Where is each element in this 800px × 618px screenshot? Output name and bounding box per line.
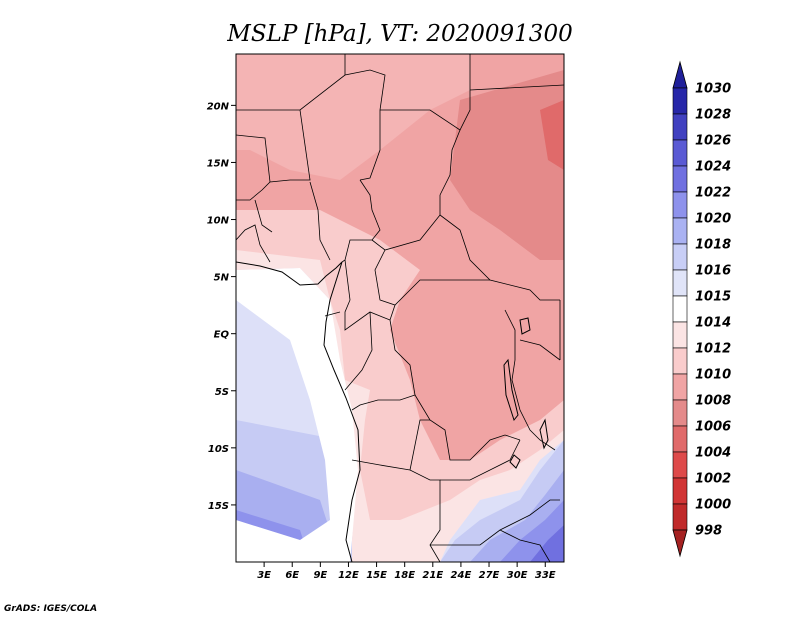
colorbar-segment	[672, 451, 688, 479]
lat-tick-label: 10N	[207, 216, 230, 227]
lon-tick-label: 12E	[338, 570, 359, 581]
lat-tick-label: 20N	[207, 101, 230, 112]
colorbar: 1030 1028 1026 1024 1022 1020 1018 1016 1015 1014…	[672, 60, 731, 558]
colorbar-label: 1015	[695, 290, 731, 305]
field-band-1008	[450, 70, 564, 260]
lon-tick-label: 18E	[394, 570, 415, 581]
colorbar-label: 1022	[695, 186, 731, 201]
lon-tick-label: 9E	[313, 570, 327, 581]
grads-credit: GrADS: IGES/COLA	[4, 604, 98, 614]
latitude-ticks: 20N 15N 10N 5N EQ 5S 10S 15S	[207, 101, 236, 512]
colorbar-label: 1020	[695, 212, 731, 227]
colorbar-label: 1028	[695, 108, 731, 123]
lon-tick-label: 24E	[451, 570, 472, 581]
lat-tick-label: 15N	[207, 158, 230, 169]
colorbar-label: 1002	[695, 472, 731, 487]
colorbar-label: 1018	[695, 238, 731, 253]
colorbar-label: 998	[695, 524, 722, 539]
colorbar-segment	[672, 347, 688, 375]
colorbar-label: 1030	[695, 82, 731, 97]
colorbar-segment	[672, 399, 688, 427]
pressure-field	[236, 54, 564, 562]
lat-tick-label: 5S	[215, 387, 229, 398]
colorbar-label: 1014	[695, 316, 731, 331]
lon-tick-label: 33E	[535, 570, 556, 581]
lon-tick-label: 3E	[257, 570, 271, 581]
colorbar-segment	[672, 269, 688, 297]
lon-tick-label: 15E	[366, 570, 387, 581]
lon-tick-label: 6E	[285, 570, 299, 581]
colorbar-segment	[672, 425, 688, 453]
colorbar-bottom-arrow	[672, 529, 688, 558]
colorbar-segment	[672, 217, 688, 245]
colorbar-segment	[672, 243, 688, 271]
lake-victoria-area	[519, 317, 531, 335]
colorbar-segment	[672, 373, 688, 401]
country-borders	[236, 54, 564, 562]
colorbar-label: 1008	[695, 394, 731, 409]
coastline-west	[236, 261, 361, 562]
colorbar-label: 1010	[695, 368, 731, 383]
colorbar-label: 1004	[695, 446, 731, 461]
lake-tanganyika-area	[503, 358, 519, 422]
lat-tick-label: 10S	[208, 444, 229, 455]
field-band-1015	[236, 268, 360, 562]
colorbar-label: 1016	[695, 264, 731, 279]
colorbar-segment	[672, 191, 688, 219]
field-band-1010-north	[236, 54, 470, 180]
colorbar-label: 1024	[695, 160, 731, 175]
lat-tick-label: EQ	[214, 330, 230, 341]
field-band-1006	[540, 100, 564, 170]
lon-tick-label: 21E	[422, 570, 443, 581]
lat-tick-label: 15S	[208, 501, 229, 512]
colorbar-top-arrow	[672, 60, 688, 89]
field-band-se-1024	[530, 525, 564, 562]
lat-tick-label: 5N	[214, 273, 230, 284]
lon-tick-label: 27E	[479, 570, 500, 581]
colorbar-segment	[672, 503, 688, 531]
lakes	[503, 317, 549, 469]
lon-tick-label: 30E	[507, 570, 528, 581]
colorbar-label: 1012	[695, 342, 731, 357]
colorbar-segment	[672, 295, 688, 323]
colorbar-segment	[672, 321, 688, 349]
colorbar-label: 1000	[695, 498, 731, 513]
lake-kariba-area	[509, 454, 521, 469]
colorbar-segment	[672, 113, 688, 141]
map-frame	[235, 53, 565, 563]
map-title: MSLP [hPa], VT: 2020091300	[226, 21, 572, 47]
colorbar-label: 1006	[695, 420, 731, 435]
colorbar-segment	[672, 477, 688, 505]
colorbar-segment	[672, 139, 688, 167]
colorbar-segment	[672, 87, 688, 115]
colorbar-segment	[672, 165, 688, 193]
lake-malawi-area	[539, 418, 549, 450]
colorbar-label: 1026	[695, 134, 731, 149]
longitude-ticks: 3E 6E 9E 12E 15E 18E 21E 24E 27E 30E 33E	[257, 562, 556, 581]
